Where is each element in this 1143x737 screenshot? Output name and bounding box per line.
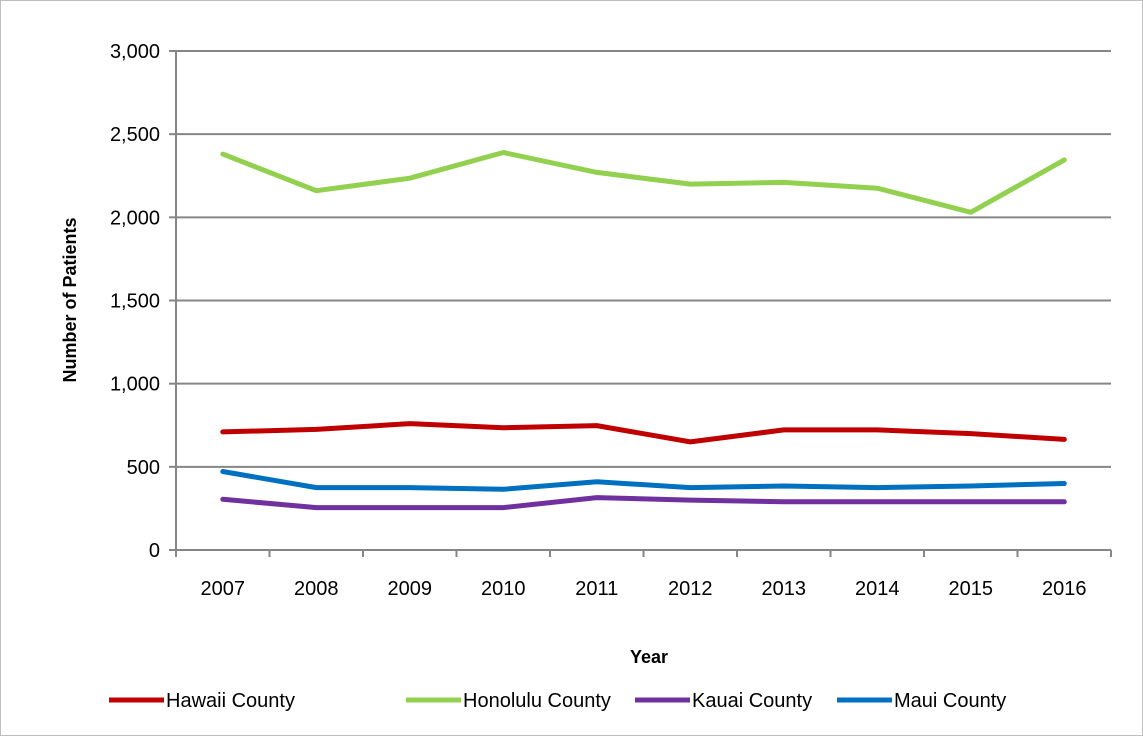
axes: [169, 50, 1112, 557]
series-line-hawaii-county: [220, 421, 1067, 445]
x-tick-label: 2016: [1042, 578, 1087, 600]
x-axis-title: Year: [630, 647, 668, 667]
x-tick-label: 2015: [949, 578, 994, 600]
y-tick-label: 1,000: [110, 374, 160, 396]
legend-label: Honolulu County: [463, 690, 611, 712]
y-tick-label: 1,500: [110, 291, 160, 313]
series-lines: [220, 150, 1067, 511]
y-tick-label: 2,500: [110, 124, 160, 146]
y-tick-label: 2,000: [110, 207, 160, 229]
y-axis-title: Number of Patients: [60, 217, 80, 382]
x-tick-label: 2013: [762, 578, 807, 600]
legend-label: Kauai County: [692, 690, 812, 712]
x-tick-label: 2011: [575, 578, 618, 600]
x-tick-label: 2010: [481, 578, 526, 600]
tick-labels: 0 500 1,000 1,500 2,000 2,500 3,000 2007 2008 200…: [110, 41, 1087, 600]
gridlines: [176, 50, 1111, 468]
y-tick-label: 3,000: [110, 41, 160, 63]
legend-label: Maui County: [894, 690, 1006, 712]
y-tick-label: 0: [149, 540, 160, 562]
legend: Hawaii County Honolulu County Kauai County…: [109, 690, 1006, 712]
series-line-kauai-county: [220, 495, 1067, 511]
series-line-maui-county: [220, 469, 1067, 492]
x-tick-label: 2012: [668, 578, 713, 600]
x-tick-label: 2007: [201, 578, 246, 600]
legend-label: Hawaii County: [166, 690, 295, 712]
series-line-honolulu-county: [220, 150, 1067, 215]
y-tick-label: 500: [127, 457, 160, 479]
x-tick-label: 2014: [855, 578, 900, 600]
x-tick-label: 2008: [294, 578, 339, 600]
x-tick-label: 2009: [388, 578, 433, 600]
